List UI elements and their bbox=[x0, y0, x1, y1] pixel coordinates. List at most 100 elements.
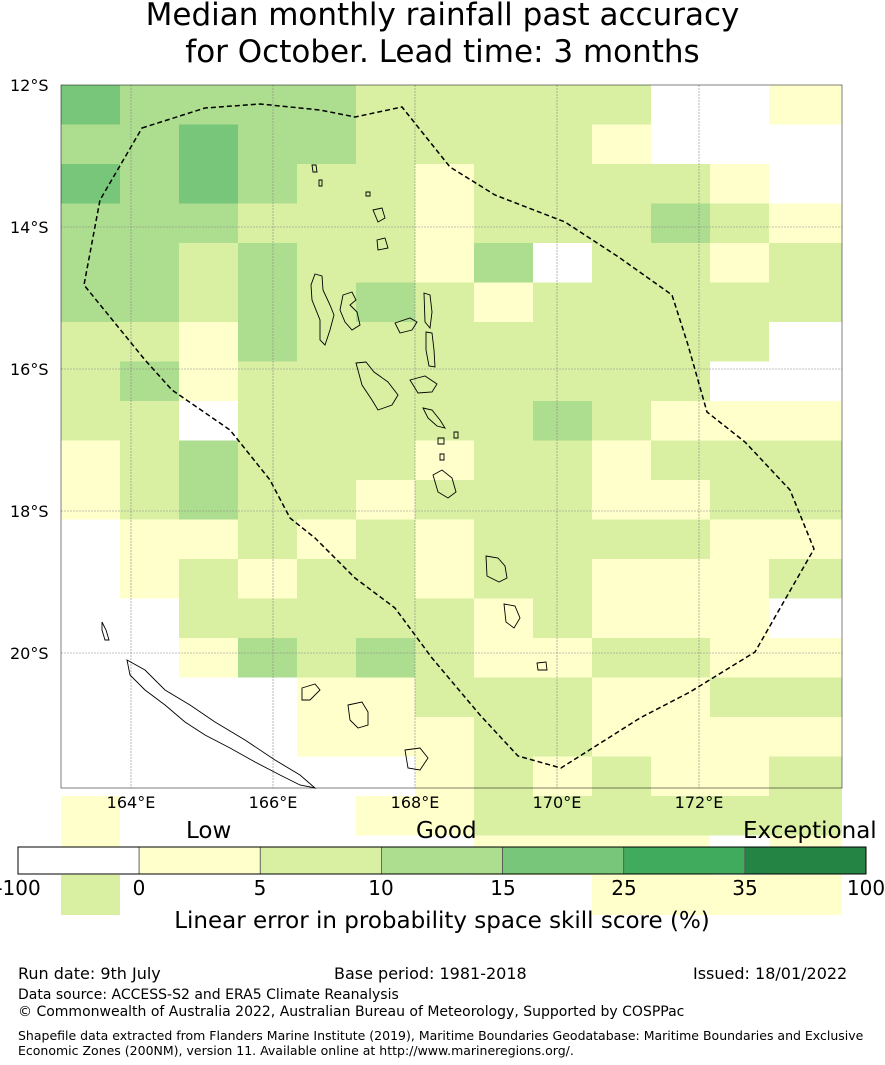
grid-cell bbox=[120, 322, 180, 362]
grid-cell bbox=[592, 124, 652, 165]
colorbar-segment bbox=[623, 846, 746, 875]
colorbar-tick-5: 5 bbox=[254, 876, 267, 900]
grid-cell bbox=[238, 361, 298, 402]
grid-cell bbox=[415, 164, 475, 204]
grid-cell bbox=[415, 322, 475, 362]
grid-cell bbox=[61, 124, 121, 165]
grid-cell bbox=[238, 559, 298, 599]
grid-cell bbox=[474, 519, 534, 560]
skill-grid-cells bbox=[61, 85, 842, 915]
grid-cell bbox=[120, 124, 180, 165]
lat-label-20s: 20°S bbox=[10, 644, 49, 663]
grid-cell bbox=[297, 519, 357, 560]
grid-cell bbox=[474, 677, 534, 718]
grid-cell bbox=[120, 401, 180, 441]
grid-cell bbox=[120, 282, 180, 323]
grid-cell bbox=[533, 124, 593, 165]
lon-label-168e: 168°E bbox=[391, 793, 440, 812]
grid-cell bbox=[474, 638, 534, 678]
grid-cell bbox=[651, 717, 711, 757]
grid-cell bbox=[474, 717, 534, 757]
grid-cell bbox=[415, 756, 475, 797]
issued-date: Issued: 18/01/2022 bbox=[693, 964, 848, 983]
colorbar-tick-25: 25 bbox=[611, 876, 636, 900]
grid-cell bbox=[592, 440, 652, 481]
grid-cell bbox=[61, 164, 121, 204]
grid-cell bbox=[297, 875, 357, 915]
grid-cell bbox=[651, 598, 711, 639]
grid-cell bbox=[356, 440, 416, 481]
grid-cell bbox=[356, 282, 416, 323]
grid-cell bbox=[474, 361, 534, 402]
grid-cell bbox=[769, 282, 842, 323]
grid-cell bbox=[61, 480, 121, 520]
grid-cell bbox=[297, 756, 357, 797]
grid-cell bbox=[710, 796, 770, 836]
grid-cell bbox=[651, 322, 711, 362]
grid-cell bbox=[592, 638, 652, 678]
colorbar-segment bbox=[138, 846, 261, 875]
grid-cell bbox=[179, 559, 239, 599]
grid-cell bbox=[297, 203, 357, 244]
grid-cell bbox=[120, 875, 180, 915]
grid-cell bbox=[415, 480, 475, 520]
colorbar-segment bbox=[744, 846, 867, 875]
grid-cell bbox=[61, 677, 121, 718]
grid-cell bbox=[592, 282, 652, 323]
grid-cell bbox=[297, 598, 357, 639]
colorbar-label: Linear error in probability space skill … bbox=[174, 908, 710, 934]
grid-cell bbox=[710, 440, 770, 481]
grid-cell bbox=[474, 480, 534, 520]
grid-cell bbox=[533, 796, 593, 836]
grid-cell bbox=[297, 164, 357, 204]
grid-cell bbox=[120, 756, 180, 797]
grid-cell bbox=[61, 756, 121, 797]
grid-cell bbox=[415, 440, 475, 481]
grid-cell bbox=[179, 243, 239, 283]
base-period: Base period: 1981-2018 bbox=[334, 964, 527, 983]
grid-cell bbox=[533, 361, 593, 402]
colorbar-frame bbox=[17, 846, 867, 875]
shapefile-credit-line1: Shapefile data extracted from Flanders M… bbox=[18, 1028, 864, 1043]
grid-cell bbox=[769, 875, 842, 915]
grid-cell bbox=[651, 440, 711, 481]
grid-cell bbox=[297, 559, 357, 599]
grid-cell bbox=[769, 796, 842, 836]
grid-cell bbox=[120, 480, 180, 520]
grid-cell bbox=[120, 85, 180, 125]
grid-cell bbox=[533, 85, 593, 125]
grid-cell bbox=[61, 796, 121, 836]
grid-cell bbox=[710, 559, 770, 599]
grid-cell bbox=[769, 598, 842, 639]
grid-cell bbox=[179, 322, 239, 362]
grid-cell bbox=[61, 85, 121, 125]
grid-cell bbox=[238, 322, 298, 362]
grid-cell bbox=[533, 282, 593, 323]
grid-cell bbox=[238, 243, 298, 283]
grid-cell bbox=[120, 243, 180, 283]
grid-cell bbox=[297, 440, 357, 481]
grid-cell bbox=[533, 440, 593, 481]
grid-cell bbox=[533, 203, 593, 244]
vanuatu-islands bbox=[310, 164, 548, 671]
grid-cell bbox=[769, 85, 842, 125]
shapefile-credit-line2: Economic Zones (200NM), version 11. Avai… bbox=[18, 1043, 574, 1058]
grid-cell bbox=[297, 85, 357, 125]
lat-label-14s: 14°S bbox=[10, 218, 49, 237]
grid-cell bbox=[710, 282, 770, 323]
grid-cell bbox=[297, 638, 357, 678]
grid-cell bbox=[238, 203, 298, 244]
colorbar-segment bbox=[17, 846, 140, 875]
grid-cell bbox=[179, 756, 239, 797]
grid-cell bbox=[238, 756, 298, 797]
grid-cell bbox=[710, 598, 770, 639]
grid-cell bbox=[710, 756, 770, 797]
grid-cell bbox=[61, 519, 121, 560]
grid-cell bbox=[356, 519, 416, 560]
grid-cell bbox=[61, 638, 121, 678]
grid-cell bbox=[651, 282, 711, 323]
grid-cell bbox=[415, 638, 475, 678]
grid-cell bbox=[533, 164, 593, 204]
grid-cell bbox=[297, 282, 357, 323]
